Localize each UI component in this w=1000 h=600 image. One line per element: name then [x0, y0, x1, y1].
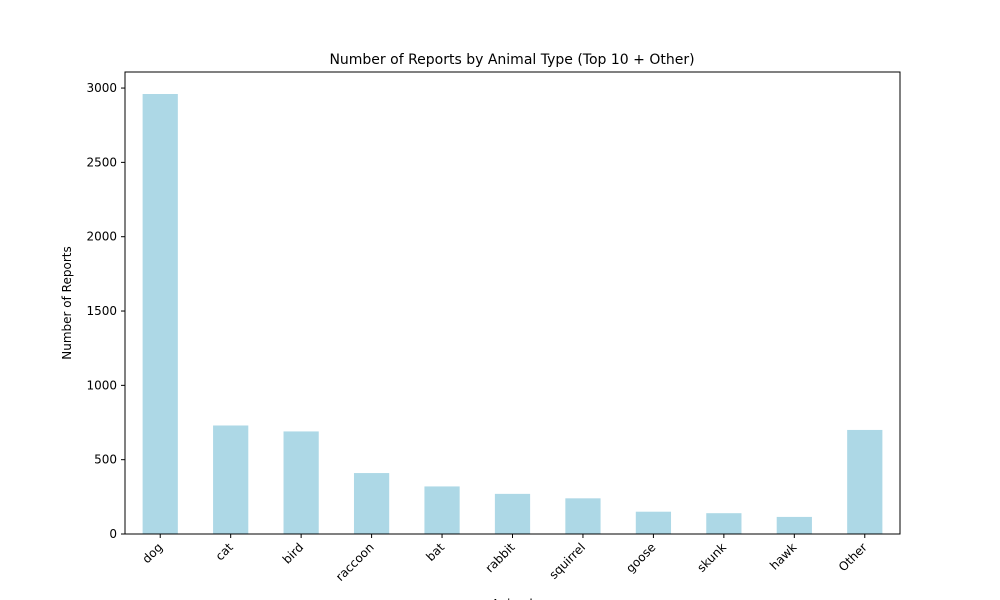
y-axis-label: Number of Reports — [60, 246, 74, 359]
bar — [635, 511, 672, 534]
y-tick-label: 2500 — [86, 155, 117, 169]
bar — [213, 425, 249, 534]
bar — [494, 493, 531, 534]
bar — [706, 513, 742, 534]
bar — [142, 94, 178, 534]
chart-title: Number of Reports by Animal Type (Top 10… — [329, 52, 694, 68]
plot-frame — [124, 71, 901, 535]
bar — [424, 486, 460, 534]
bar — [847, 429, 883, 534]
bar — [353, 473, 390, 534]
y-tick-label: 0 — [109, 527, 117, 541]
y-tick-label: 1500 — [86, 304, 117, 318]
bar — [283, 431, 319, 534]
y-tick-label: 3000 — [86, 81, 117, 95]
x-axis-label: Animal — [491, 597, 533, 600]
y-tick-label: 500 — [94, 453, 117, 467]
bar — [776, 516, 812, 534]
y-tick-label: 1000 — [86, 378, 117, 392]
bar — [565, 498, 601, 534]
y-tick-label: 2000 — [86, 230, 117, 244]
